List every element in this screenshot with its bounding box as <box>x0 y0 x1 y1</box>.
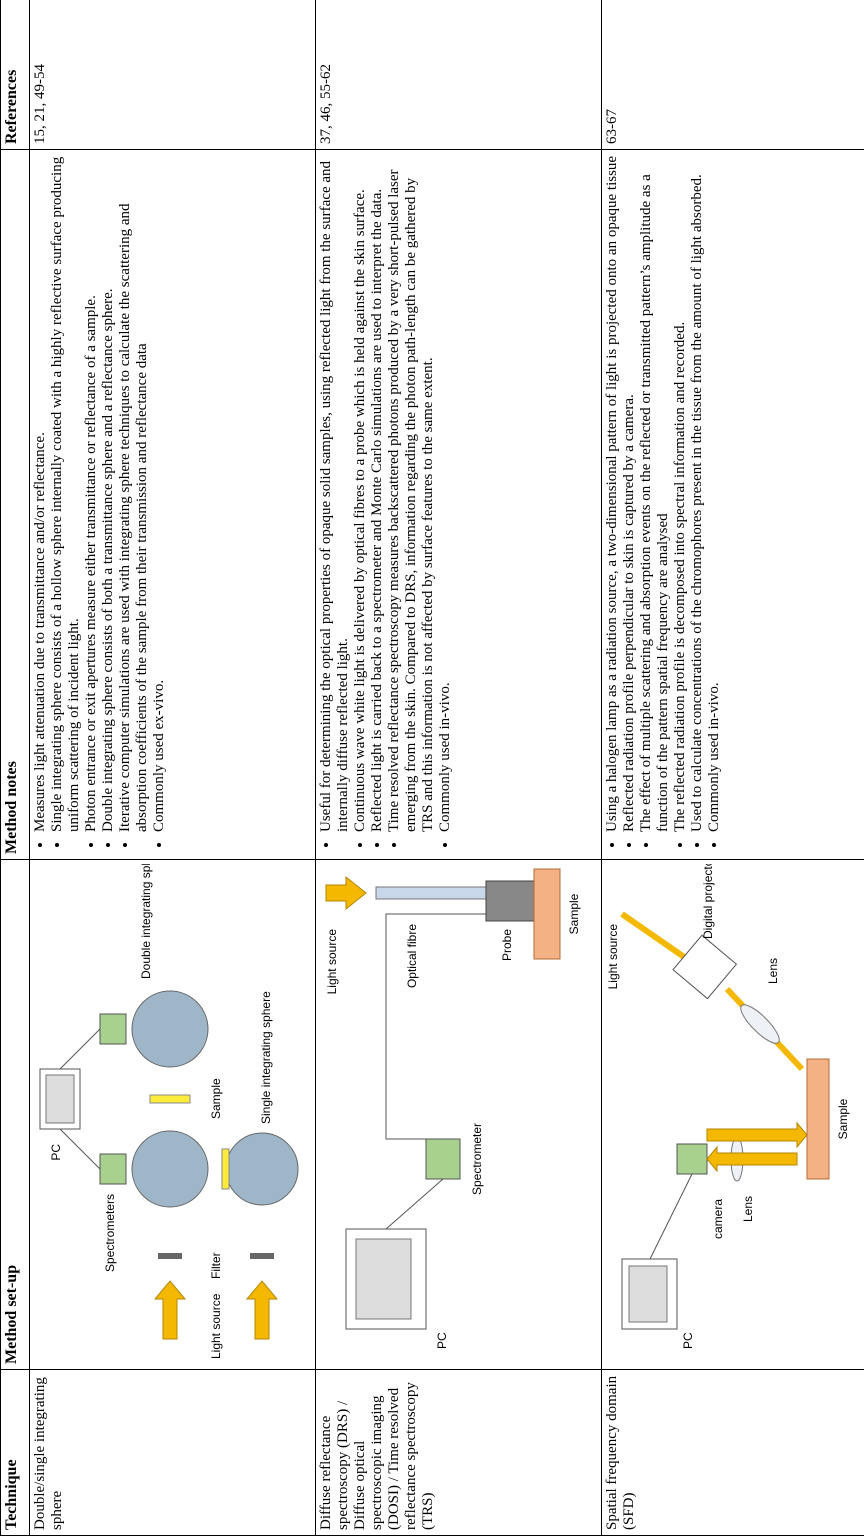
row: Spatial frequency domain (SFD) PC camera… <box>601 0 864 1536</box>
cable <box>59 1028 101 1070</box>
row: Double/single integrating sphere PC Spec… <box>29 0 316 1536</box>
label: camera <box>711 1199 725 1239</box>
note: Photon entrance or exit apertures measur… <box>83 155 100 832</box>
header-cell: References <box>0 0 30 150</box>
diagram: PC camera Lens Light source Digital proj… <box>606 856 850 1349</box>
label: Single integrating sphere <box>259 991 273 1124</box>
note: Useful for determining the optical prope… <box>318 155 352 832</box>
setup-cell: PC Spectrometer Light source Optical fib… <box>315 859 602 1370</box>
note: Time resolved reflectance spectroscopy m… <box>386 155 437 832</box>
label: Probe <box>500 929 514 961</box>
notes-cell: Measures light attenuation due to transm… <box>29 149 316 860</box>
note: Reflected light is carried back to a spe… <box>369 155 386 832</box>
label: Lens <box>741 1196 755 1222</box>
header-cell: Method notes <box>0 149 30 860</box>
label: Sample <box>209 1078 223 1119</box>
setup-cell: PC Spectrometers Double integrating sphe… <box>29 841 316 1370</box>
cable <box>385 1178 444 1230</box>
label: Light source <box>209 1293 223 1359</box>
label: Spectrometer <box>470 1123 484 1195</box>
cable <box>59 1128 101 1170</box>
header-row: Technique Method set-up Method notes Ref… <box>0 0 30 1536</box>
label: Lens <box>766 958 780 984</box>
note: Continuous wave white light is delivered… <box>352 155 369 832</box>
note: Double integrating sphere consists of bo… <box>100 155 117 832</box>
notes-cell: Using a halogen lamp as a radiation sour… <box>601 149 864 860</box>
diagram: PC Spectrometer Light source Optical fib… <box>325 868 581 1349</box>
note: Single integrating sphere consists of a … <box>49 155 83 832</box>
filter-icon <box>250 1253 274 1259</box>
sphere <box>131 1130 209 1208</box>
cable <box>649 1173 693 1260</box>
note: Iterative computer simulations are used … <box>117 155 151 832</box>
note: Reflected radiation profile perpendicula… <box>621 155 638 832</box>
note: Measures light attenuation due to transm… <box>32 155 49 832</box>
references: 15, 21, 49-54 <box>29 0 316 150</box>
technique: Spatial frequency domain (SFD) <box>601 1369 864 1536</box>
note: Commonly used ex-vivo. <box>151 155 168 832</box>
label: PC <box>435 1332 449 1349</box>
header-cell: Technique <box>0 1369 30 1536</box>
light-arrow <box>245 1280 279 1340</box>
camera-icon <box>676 1143 708 1175</box>
projector-icon <box>672 934 738 1000</box>
pc-screen <box>45 1074 75 1124</box>
lens-icon <box>740 1004 780 1044</box>
label: Sample <box>836 1098 850 1139</box>
note: Used to calculate concentrations of the … <box>689 155 706 832</box>
spectrometer-icon <box>99 1013 127 1045</box>
sample-icon <box>149 1094 191 1104</box>
technique: Diffuse reflectance spectroscopy (DRS) /… <box>315 1369 602 1536</box>
label: Double integrating sphere <box>139 864 153 979</box>
label: Spectrometers <box>103 1194 117 1272</box>
diagram: PC Spectrometers Double integrating sphe… <box>39 841 299 1359</box>
sample-icon <box>533 868 561 960</box>
label: PC <box>681 1332 695 1349</box>
note: The reflected radiation profile is decom… <box>672 155 689 832</box>
light-beam <box>620 911 689 962</box>
pc-screen <box>355 1238 412 1320</box>
notes-list: Useful for determining the optical prope… <box>318 155 454 854</box>
header-cell: Method set-up <box>0 859 30 1370</box>
label: PC <box>49 1144 63 1161</box>
setup-cell: PC camera Lens Light source Digital proj… <box>601 856 864 1370</box>
light-arrow <box>706 1121 808 1149</box>
sample-icon <box>221 1148 230 1190</box>
label: Sample <box>567 893 581 934</box>
filter-icon <box>158 1253 182 1259</box>
row: Diffuse reflectance spectroscopy (DRS) /… <box>315 0 602 1536</box>
probe-icon <box>485 880 535 922</box>
label: Optical fibre <box>405 924 419 988</box>
notes-list: Measures light attenuation due to transm… <box>32 155 168 854</box>
notes-list: Using a halogen lamp as a radiation sour… <box>604 155 723 854</box>
spectrometer-icon <box>425 1138 461 1180</box>
sample-icon <box>806 1058 830 1180</box>
note: Using a halogen lamp as a radiation sour… <box>604 155 621 832</box>
label: Light source <box>325 929 339 995</box>
notes-cell: Useful for determining the optical prope… <box>315 149 602 860</box>
technique: Double/single integrating sphere <box>29 1369 316 1536</box>
references: 37, 46, 55-62 <box>315 0 602 150</box>
note: Commonly used in-vivo. <box>437 155 454 832</box>
references: 63-67 <box>601 0 864 150</box>
note: The effect of multiple scattering and ab… <box>638 155 672 832</box>
sphere <box>225 1132 299 1206</box>
spectrometer-icon <box>99 1153 127 1185</box>
note: Commonly used in-vivo. <box>706 155 723 832</box>
label: Filter <box>209 1252 223 1279</box>
fibre-bundle <box>375 886 487 900</box>
label: Digital projector <box>701 864 715 939</box>
pc-screen <box>628 1265 668 1323</box>
fibre <box>385 913 486 1140</box>
sphere <box>131 990 209 1068</box>
light-arrow <box>153 1280 187 1340</box>
light-arrow <box>706 1145 798 1173</box>
light-arrow <box>325 875 367 911</box>
label: Light source <box>606 924 620 990</box>
